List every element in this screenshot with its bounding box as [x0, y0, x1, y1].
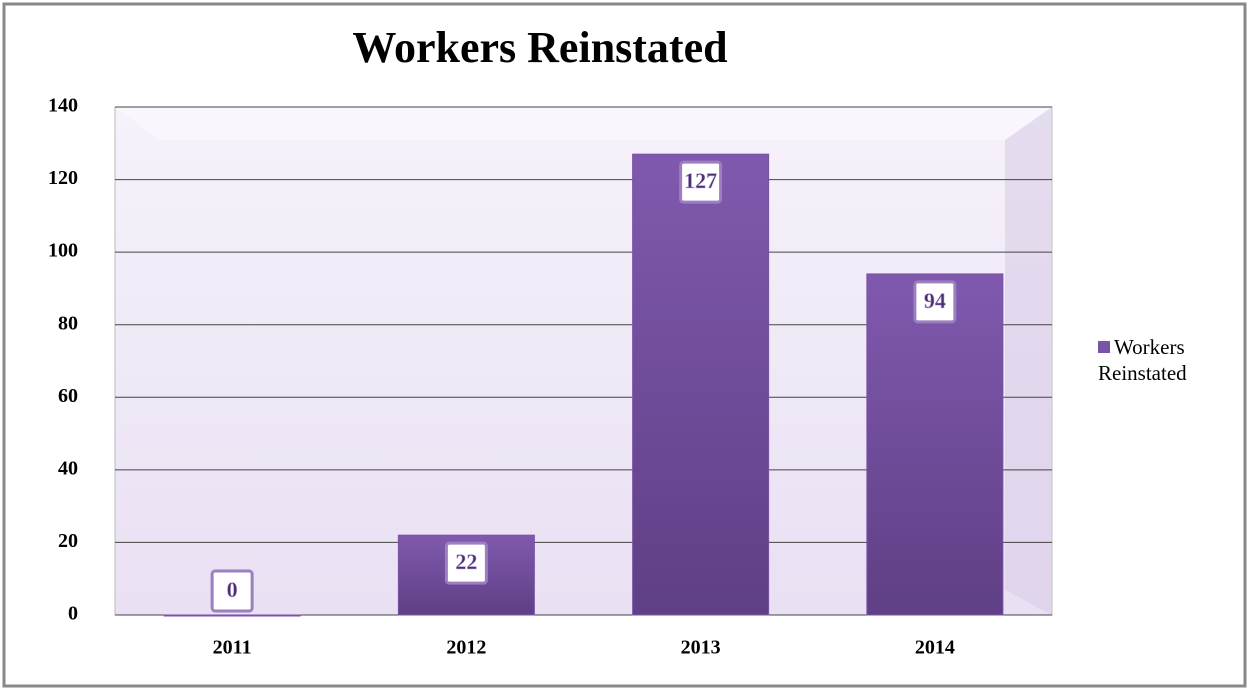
data-label-box: [679, 160, 723, 204]
x-tick-label: 2013: [681, 637, 721, 659]
legend: Workers Reinstated: [1098, 334, 1238, 386]
y-tick-label: 80: [58, 312, 78, 334]
legend-swatch: [1098, 341, 1110, 353]
bevel: [115, 107, 1052, 140]
data-label: 22: [455, 549, 477, 574]
y-tick-label: 20: [58, 530, 78, 552]
x-tick-label: 2011: [213, 637, 252, 659]
data-label: 127: [684, 168, 717, 193]
y-tick-label: 140: [48, 95, 78, 117]
bar: [163, 614, 301, 617]
data-label-box: [444, 541, 488, 585]
data-label-box: [210, 569, 254, 613]
chart-title: Workers Reinstated: [352, 23, 727, 72]
y-tick-label: 100: [48, 240, 78, 262]
bevel: [1005, 107, 1052, 615]
data-label: 0: [227, 577, 238, 602]
y-tick-label: 120: [48, 167, 78, 189]
x-tick-label: 2012: [446, 637, 486, 659]
data-label-box: [913, 280, 957, 324]
bar: [866, 273, 1004, 616]
bar: [632, 153, 770, 616]
y-tick-label: 40: [58, 457, 78, 479]
y-tick-label: 0: [68, 603, 78, 625]
x-tick-label: 2014: [915, 637, 955, 659]
legend-label: Workers Reinstated: [1098, 335, 1187, 385]
y-tick-label: 60: [58, 385, 78, 407]
data-label: 94: [924, 288, 946, 313]
